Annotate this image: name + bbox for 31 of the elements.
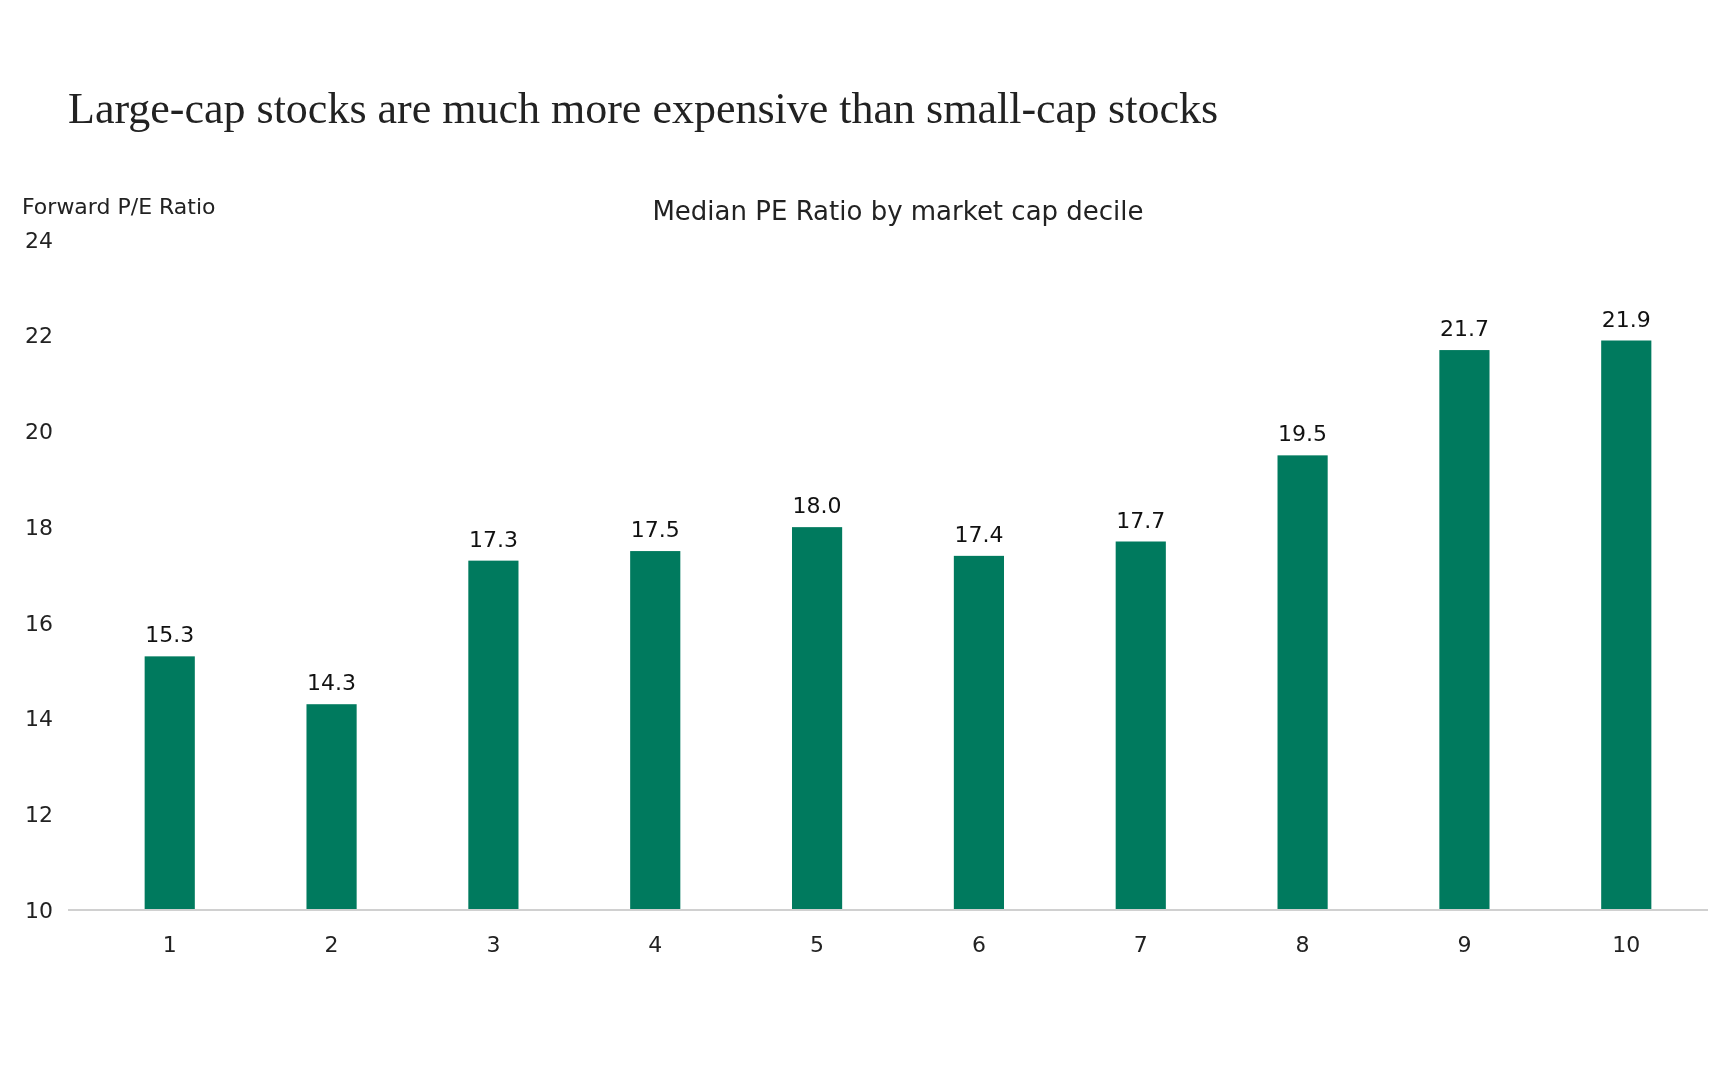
y-axis-title: Forward P/E Ratio (22, 194, 216, 219)
y-tick-label: 22 (25, 323, 53, 349)
y-tick-label: 12 (25, 801, 53, 827)
chart-title: Large-cap stocks are much more expensive than small-cap stocks (68, 84, 1219, 133)
y-tick-label: 16 (25, 610, 53, 636)
data-label: 14.3 (307, 670, 357, 696)
x-tick-label: 8 (1295, 932, 1310, 957)
data-label: 15.3 (145, 622, 195, 648)
x-tick-label: 4 (648, 932, 663, 957)
y-tick-label: 18 (25, 514, 53, 540)
y-tick-label: 24 (25, 227, 53, 253)
data-label: 21.9 (1601, 306, 1651, 332)
data-label: 19.5 (1278, 421, 1328, 447)
y-tick-label: 14 (25, 706, 53, 732)
x-tick-label: 5 (810, 932, 825, 957)
y-tick-label: 20 (25, 419, 53, 445)
x-tick-label: 1 (162, 932, 177, 957)
data-label: 21.7 (1439, 316, 1489, 342)
y-tick-label: 10 (25, 897, 53, 923)
x-tick-label: 6 (971, 932, 986, 957)
x-tick-label: 10 (1612, 932, 1641, 957)
data-label: 17.3 (468, 526, 518, 552)
data-label: 18.0 (792, 493, 842, 519)
chart-subtitle: Median PE Ratio by market cap decile (652, 196, 1144, 226)
x-tick-label: 2 (324, 932, 339, 957)
x-tick-label: 3 (486, 932, 501, 957)
x-tick-label: 9 (1457, 932, 1472, 957)
data-label: 17.7 (1116, 507, 1166, 533)
data-label: 17.5 (630, 517, 680, 543)
data-label: 17.4 (954, 521, 1004, 547)
x-tick-label: 7 (1133, 932, 1148, 957)
